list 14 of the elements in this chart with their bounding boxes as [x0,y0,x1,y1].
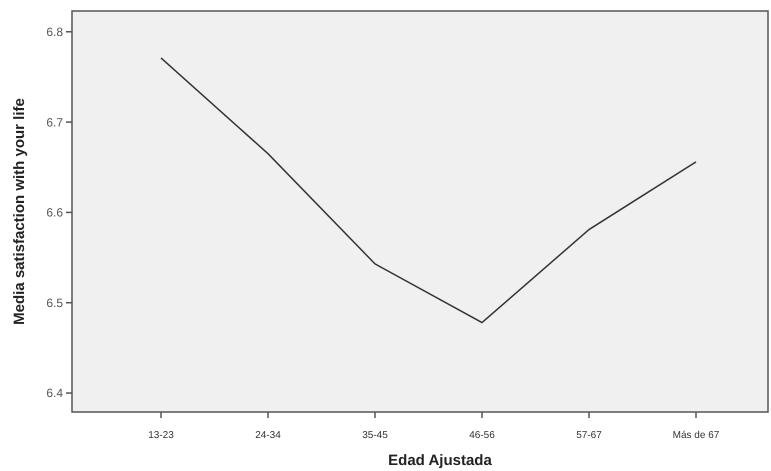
x-tick-label: 57-67 [576,430,602,441]
x-tick-label: 46-56 [469,430,496,441]
y-tick-label: 6.7 [46,115,64,130]
line-series [160,57,697,324]
x-tick-label: Más de 67 [672,430,720,441]
x-tick-label: 13-23 [148,430,174,441]
y-tick-label: 6.6 [46,206,64,220]
y-tick-label: 6.5 [46,296,64,310]
x-axis-title: Edad Ajustada [388,452,492,469]
y-tick-label: 6.4 [46,386,64,400]
x-tick-label: 24-34 [255,430,282,441]
y-axis-title: Media satisfaction with your life [11,98,28,325]
y-tick-label: 6.8 [46,24,64,39]
x-tick-label: 35-45 [362,430,388,441]
